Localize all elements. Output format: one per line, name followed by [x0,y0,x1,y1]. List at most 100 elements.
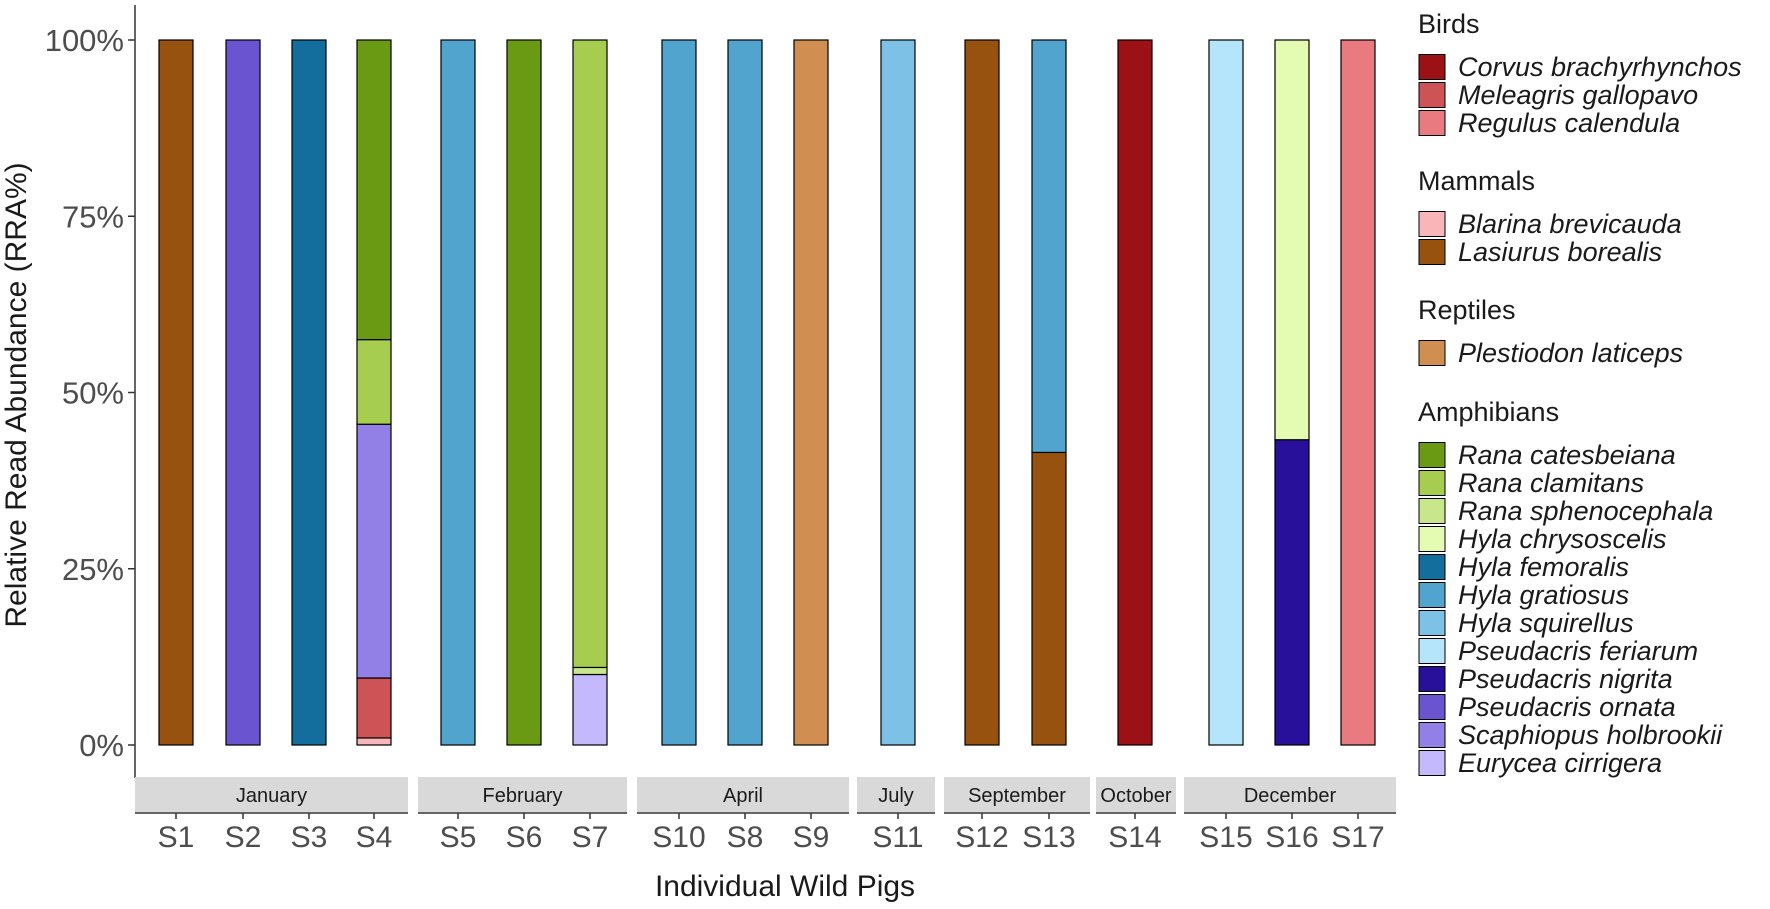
y-tick-label: 50% [62,376,124,411]
month-strip [637,777,849,812]
y-tick-label: 100% [45,23,124,58]
legend-label: Rana catesbeiana [1458,440,1676,470]
legend-label: Plestiodon laticeps [1458,338,1683,368]
legend-label: Rana clamitans [1458,468,1644,498]
y-tick-label: 25% [62,552,124,587]
x-tick-label: S9 [793,821,830,854]
legend-key [1418,211,1446,237]
bar-segment-s12 [964,39,1000,746]
legend-label: Regulus calendula [1458,108,1680,138]
legend-label: Hyla chrysoscelis [1458,524,1667,554]
legend-label: Hyla femoralis [1458,552,1629,582]
legend-label: Hyla squirellus [1458,608,1634,638]
month-strip-label: July [878,785,914,807]
x-tick-label: S7 [572,821,609,854]
month-strip [857,777,935,812]
legend-label: Rana sphenocephala [1458,496,1713,526]
x-tick-label: S15 [1199,821,1252,854]
bar-segment-s16 [1274,439,1310,746]
legend-group-title: Reptiles [1418,295,1516,325]
legend-label: Corvus brachyrhynchos [1458,52,1742,82]
bar-segment-s4 [356,677,392,739]
x-tick-label: S16 [1265,821,1318,854]
x-tick-label: S5 [440,821,477,854]
legend-key [1418,750,1446,776]
x-tick-label: S10 [652,821,705,854]
legend-label: Blarina brevicauda [1458,209,1682,239]
month-strip-label: April [723,785,763,807]
bar-segment-s3 [291,39,327,746]
bar-segment-s7 [572,666,608,676]
legend-key [1418,694,1446,720]
legend-label: Pseudacris feriarum [1458,636,1698,666]
legend-key [1418,638,1446,664]
bar-segment-s4 [356,339,392,425]
y-tick-label: 75% [62,199,124,234]
legend-label: Pseudacris nigrita [1458,664,1673,694]
month-strip [418,777,627,812]
x-axis-title: Individual Wild Pigs [655,870,915,903]
legend-label: Scaphiopus holbrookii [1458,720,1723,750]
bar-segment-s8 [727,39,763,746]
month-strip-label: February [482,785,562,807]
legend-key [1418,340,1446,366]
legend-key [1418,239,1446,265]
bar-segment-s14 [1117,39,1153,746]
legend-key [1418,110,1446,136]
month-strip [1096,777,1176,812]
legend-group-title: Mammals [1418,166,1535,196]
bars-layer [158,39,1376,746]
bar-segment-s13 [1031,39,1067,454]
legend-label: Pseudacris ornata [1458,692,1676,722]
bar-segment-s7 [572,39,608,669]
x-tick-label: S4 [356,821,393,854]
month-strip-label: January [236,785,307,807]
legend-key [1418,582,1446,608]
x-tick-labels: S1 S2 S3 S4 S5 S6 S7 S10 S8 S9 S11 S12 S13 S14 S15 S16 S… [158,813,1385,854]
x-tick-label: S8 [727,821,764,854]
x-tick-label: S17 [1331,821,1384,854]
month-strips-layer: January February April July September October… [135,777,1396,814]
month-strip-label: September [968,785,1066,807]
x-tick-label: S14 [1108,821,1161,854]
legend-key [1418,54,1446,80]
y-tick-label: 0% [79,728,124,763]
x-tick-label: S13 [1022,821,1075,854]
month-strip [1184,777,1396,812]
legend-group-title: Amphibians [1418,397,1559,427]
x-tick-label: S1 [158,821,195,854]
bar-segment-s11 [880,39,916,746]
bar-segment-s6 [506,39,542,746]
legend-key [1418,554,1446,580]
legend-key [1418,498,1446,524]
legend-key [1418,442,1446,468]
bar-segment-s10 [661,39,697,746]
bar-segment-s4 [356,39,392,341]
bar-segment-s4 [356,737,392,746]
legend-label: Hyla gratiosus [1458,580,1629,610]
legend-group-title: Birds [1418,9,1480,39]
bar-segment-s17 [1340,39,1376,746]
legend-key [1418,526,1446,552]
bar-segment-s9 [793,39,829,746]
legend-label: Meleagris gallopavo [1458,80,1698,110]
bar-segment-s5 [440,39,476,746]
legend-key [1418,610,1446,636]
x-tick-label: S3 [291,821,328,854]
bar-segment-s16 [1274,39,1310,441]
bar-segment-s1 [158,39,194,746]
legend-key [1418,722,1446,748]
x-tick-label: S12 [955,821,1008,854]
x-tick-label: S6 [506,821,543,854]
legend-key [1418,82,1446,108]
axes-layer: 0% 25% 50% 75% 100% [45,5,136,778]
legend-label: Lasiurus borealis [1458,237,1662,267]
month-strip [944,777,1090,812]
y-axis-title: Relative Read Abundance (RRA%) [0,162,33,627]
legend-label: Eurycea cirrigera [1458,748,1662,778]
bar-segment-s7 [572,673,608,746]
bar-segment-s15 [1208,39,1244,746]
legend-key [1418,666,1446,692]
